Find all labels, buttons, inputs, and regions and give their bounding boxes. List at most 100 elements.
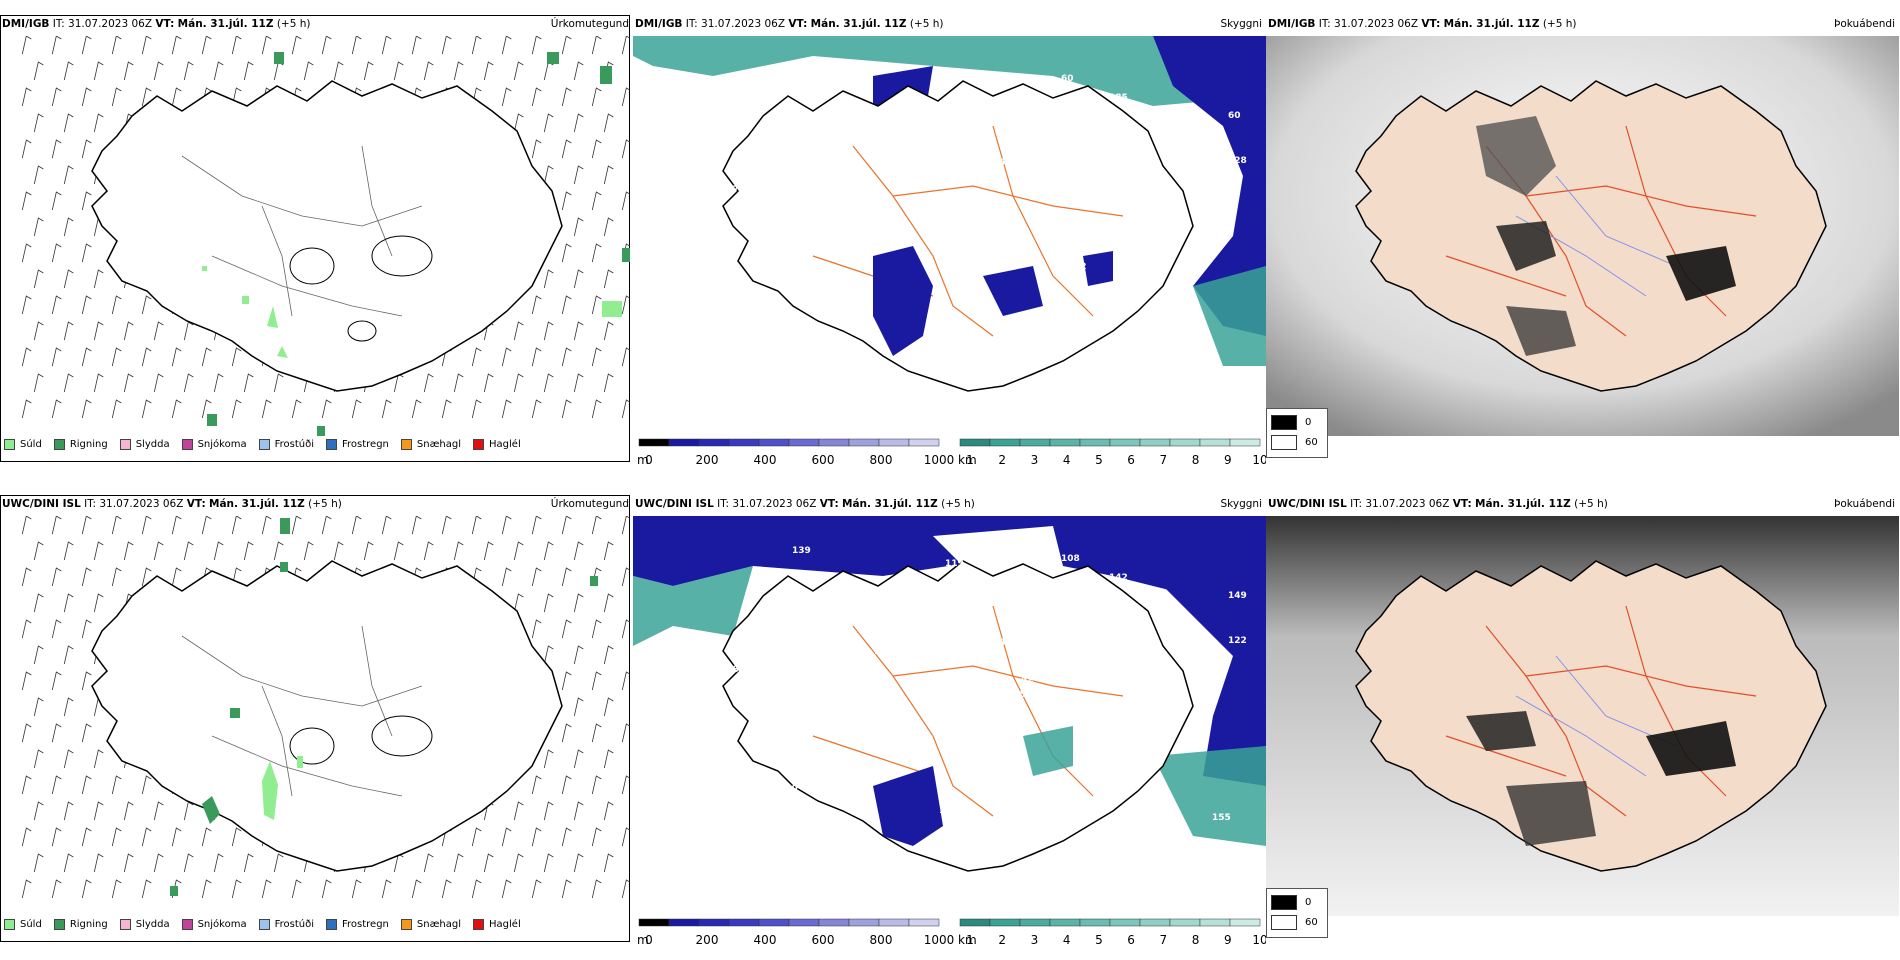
scale-tick: 4 [1063,933,1071,947]
wind-barb [63,61,74,81]
wind-barb [183,373,194,393]
wind-barb [183,61,194,81]
cloud-map[interactable]: 88 114 108 142 158 131 108 100 230 195 139 177 179 14… [633,516,1266,916]
cloud-value-label: 68 [1219,369,1232,379]
wind-barb [381,879,392,899]
lead-time: (+5 h) [1574,498,1608,510]
precip-panel-bottom: UWC/DINI ISL IT: 31.07.2023 06Z VT: Mán.… [0,490,633,960]
panel-header: UWC/DINI ISL IT: 31.07.2023 06Z VT: Mán.… [1268,498,1897,516]
scale-unit: m [637,933,649,947]
legend-item: Rigning [53,438,108,450]
legend-swatch [473,438,485,450]
legend-item: Snæhagl [400,918,461,930]
cloud-value-label: 113 [827,821,846,831]
wind-barb [543,593,554,613]
legend-label: Slydda [135,918,170,930]
model-name: DMI/IGB [635,18,683,30]
wind-barb [231,36,242,55]
scale-tick: 400 [754,453,777,467]
legend-swatch [473,918,485,930]
wind-barb [573,113,584,133]
wind-barb [93,113,104,133]
precip-map[interactable] [2,36,630,444]
wind-barb [591,139,602,159]
wind-barb [513,593,524,613]
wind-barb [81,671,92,691]
wind-barb [453,373,464,393]
cloud-value-label: 157 [788,854,807,864]
wind-barb [531,347,542,367]
wind-barb [621,191,630,211]
fog-map[interactable] [1266,36,1899,436]
wind-barb [573,269,584,289]
wind-barb [81,723,92,743]
wind-barb [273,541,284,561]
fog-map[interactable] [1266,516,1899,916]
wind-barb [51,139,62,159]
scale-tick: 2 [998,933,1006,947]
fog-swatch-white [1271,915,1297,930]
wind-barb [123,373,134,393]
cloud-value-label: 138 [1074,742,1093,752]
cloud-value-label: 99 [1118,264,1131,274]
run-time: 31.07.2023 06Z [1334,18,1419,30]
wind-barb [51,879,62,899]
cloud-value-label: 128 [720,665,739,675]
wind-barb [51,87,62,107]
wind-barb [153,541,164,561]
cloud-value-label: 49 [968,234,981,244]
wind-barb [573,801,584,821]
wind-barb [93,269,104,289]
legend-swatch [53,438,65,450]
cloud-value-label: 142 [890,645,909,655]
wind-barb [603,269,614,289]
cloud-value-label: 51 [999,158,1012,168]
wind-barb [21,87,32,107]
wind-barb [171,827,182,847]
wind-barb [561,36,572,55]
wind-barb [561,87,572,107]
wind-barb [471,516,482,535]
iceland-coastline [1355,560,1827,872]
wind-barb [603,853,614,873]
wind-barb [63,645,74,665]
wind-barb [531,775,542,795]
wind-barb [171,36,182,55]
wind-barb [543,749,554,769]
wind-barb [171,567,182,587]
cloud-value-label: 61 [743,856,756,866]
wind-barb [141,775,152,795]
precip-panel-top: DMI/IGB IT: 31.07.2023 06Z VT: Mán. 31.j… [0,10,633,480]
precip-map[interactable] [2,516,630,924]
wind-barb [51,347,62,367]
wind-barb [351,399,362,419]
iceland-coastline [1355,80,1827,392]
fog-legend-row: 60 [1271,915,1318,930]
wind-barb [603,113,614,133]
cloud-value-label: 40 [1077,772,1090,782]
wind-barb [501,36,512,55]
wind-barb [33,801,44,821]
cloud-value-label: 113 [957,127,976,137]
cloud-value-label: 55 [1069,101,1082,111]
wind-barb [591,191,602,211]
scale-tick: 9 [1224,453,1232,467]
wind-barb [123,61,134,81]
wind-barb [141,516,152,535]
wind-barb [231,347,242,367]
wind-barb [543,645,554,665]
wind-barb [153,853,164,873]
wind-barb [63,593,74,613]
wind-barb [543,269,554,289]
scale-tick: 0 [645,453,653,467]
cloud-panel-bottom: UWC/DINI ISL IT: 31.07.2023 06Z VT: Mán.… [633,490,1266,960]
cloud-map[interactable]: 49 49 45 67 80 56 60 57 55 78 74 68 10 60 67 52 66 96 51 42… [633,36,1266,436]
wind-barb [21,243,32,263]
cloud-value-label: 60 [1061,74,1074,84]
wind-barb [573,541,584,561]
cloud-value-label: 139 [792,546,811,556]
wind-barb [21,295,32,315]
wind-barb [51,243,62,263]
wind-barb [543,853,554,873]
scale-tick: 200 [696,453,719,467]
